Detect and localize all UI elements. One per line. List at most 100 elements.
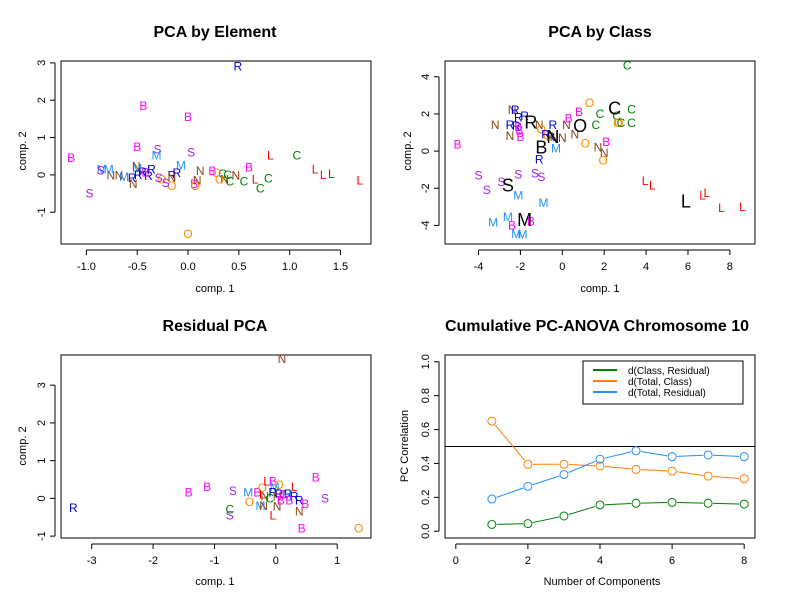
data-point-r: R <box>128 171 137 185</box>
data-point-b: B <box>208 164 216 178</box>
series-segment-total-class <box>713 476 740 479</box>
data-point-r: R <box>514 111 523 125</box>
data-point-s: S <box>514 167 522 181</box>
series-marker-total-class <box>739 474 749 484</box>
data-point-n: N <box>167 171 176 185</box>
y-tick-label: -1 <box>36 207 48 217</box>
y-tick-label: 3 <box>36 60 48 66</box>
x-axis-label: comp. 1 <box>195 576 234 588</box>
data-point-o: O <box>258 481 267 495</box>
y-tick-label: 1.0 <box>420 354 432 369</box>
data-point-m: M <box>551 141 561 155</box>
y-tick-label: 1 <box>36 134 48 140</box>
chart-title: Residual PCA <box>163 318 268 335</box>
data-point-l: L <box>269 508 276 522</box>
data-point-c: C <box>256 182 265 196</box>
data-point-s: S <box>187 146 195 160</box>
y-tick-label: -1 <box>36 531 48 541</box>
data-point-s: S <box>85 187 93 201</box>
x-tick-label: -4 <box>474 261 484 273</box>
class-centroid-l: L <box>681 191 691 211</box>
plot-frame <box>60 354 372 539</box>
series-segment-total-residual <box>604 451 632 459</box>
data-point-b: B <box>565 112 573 126</box>
data-point-b: B <box>298 522 306 536</box>
y-tick-label: 0.0 <box>420 524 432 539</box>
data-point-n: N <box>259 499 268 513</box>
y-tick-label: 4 <box>420 74 432 80</box>
data-point-l: L <box>718 201 725 215</box>
data-point-o: O <box>157 172 166 186</box>
data-point-b: B <box>285 493 293 507</box>
data-point-l: L <box>252 172 259 186</box>
data-point-m: M <box>511 227 521 241</box>
class-centroid-m: M <box>517 210 532 230</box>
class-centroid-b: B <box>535 137 547 157</box>
data-point-c: C <box>596 107 605 121</box>
data-point-o: O <box>614 116 623 130</box>
y-tick-label: 3 <box>36 382 48 388</box>
data-point-n: N <box>594 140 603 154</box>
data-point-o: O <box>581 137 590 151</box>
data-point-b: B <box>185 486 193 500</box>
data-point-n: N <box>558 131 567 145</box>
y-tick-label: -4 <box>420 221 432 231</box>
data-point-c: C <box>240 174 249 188</box>
data-point-c: C <box>627 102 636 116</box>
series-marker-total-class <box>559 459 569 469</box>
data-point-l: L <box>699 189 706 203</box>
data-point-r: R <box>284 487 293 501</box>
series-marker-class-residual <box>523 519 533 529</box>
y-axis-label: comp. 2 <box>17 426 29 465</box>
data-point-s: S <box>531 166 539 180</box>
data-point-o: O <box>543 128 552 142</box>
series-marker-class-residual <box>631 498 641 508</box>
data-point-b: B <box>515 124 523 138</box>
data-point-r: R <box>546 130 555 144</box>
x-tick-label: 4 <box>597 555 603 567</box>
series-marker-class-residual <box>703 498 713 508</box>
data-point-c: C <box>218 167 227 181</box>
series-marker-total-class <box>523 459 533 469</box>
series-segment-total-residual <box>713 454 740 457</box>
data-point-c: C <box>627 116 636 130</box>
data-point-o: O <box>354 522 363 536</box>
series-marker-class-residual <box>739 499 749 509</box>
data-point-b: B <box>203 480 211 494</box>
data-point-r: R <box>268 486 277 500</box>
data-point-o: O <box>613 116 622 130</box>
series-segment-total-residual <box>496 487 524 498</box>
x-tick-label: 0.0 <box>180 261 195 273</box>
data-point-l: L <box>259 488 266 502</box>
series-segment-class-residual <box>604 502 632 506</box>
y-axis-label: comp. 2 <box>17 131 29 170</box>
data-point-r: R <box>512 119 521 133</box>
series-segment-total-class <box>604 465 632 470</box>
data-point-n: N <box>132 160 141 174</box>
data-point-b: B <box>253 486 261 500</box>
legend-box <box>582 360 744 405</box>
series-marker-class-residual <box>667 497 677 507</box>
data-point-b: B <box>269 474 277 488</box>
x-axis-label: Number of Components <box>544 576 661 588</box>
panel-cumulative-pc-anova: Cumulative PC-ANOVA Chromosome 10 Number… <box>399 318 756 588</box>
data-point-s: S <box>498 175 506 189</box>
class-centroid-c: C <box>608 98 621 118</box>
series-marker-total-class <box>703 471 713 481</box>
x-tick-label: 2 <box>525 555 531 567</box>
data-point-s: S <box>162 176 170 190</box>
data-point-r: R <box>69 501 78 515</box>
data-point-b: B <box>575 105 583 119</box>
x-tick-label: 4 <box>643 261 649 273</box>
x-tick-label: 8 <box>727 261 733 273</box>
series-marker-total-class <box>487 416 497 426</box>
data-point-b: B <box>527 215 535 229</box>
x-tick-label: 2 <box>601 261 607 273</box>
data-point-o: O <box>183 227 192 241</box>
plot-frame <box>60 60 372 245</box>
data-point-n: N <box>508 103 517 117</box>
data-point-n: N <box>115 169 124 183</box>
data-point-c: C <box>292 148 301 162</box>
